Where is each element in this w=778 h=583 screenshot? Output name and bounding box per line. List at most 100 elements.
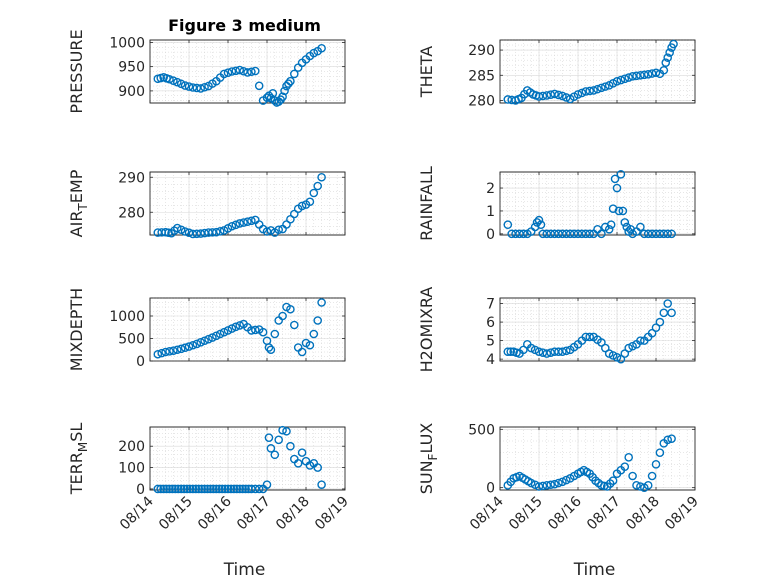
- data-point: [278, 311, 287, 321]
- data-point: [184, 82, 194, 91]
- axes-border: [499, 39, 696, 104]
- y-tick-label: 500: [468, 422, 495, 438]
- data-point: [254, 81, 264, 91]
- data-point: [209, 484, 218, 494]
- subplot-6: 4 5 6 7 H2OMIXRA: [417, 287, 696, 373]
- y-tick-label: 1000: [109, 309, 145, 325]
- data-point: [534, 215, 544, 225]
- data-point: [655, 448, 665, 457]
- data-point: [169, 346, 178, 355]
- data-point: [278, 92, 287, 101]
- y-tick-label: 4: [486, 352, 495, 368]
- data-point: [651, 323, 661, 332]
- data-point: [262, 480, 272, 489]
- data-point: [597, 83, 606, 93]
- data-point: [651, 68, 661, 78]
- data-point: [601, 82, 610, 91]
- data-point: [663, 229, 673, 239]
- data-point: [503, 220, 513, 229]
- data-point: [636, 222, 645, 232]
- data-point: [229, 484, 239, 494]
- data-point: [534, 92, 544, 101]
- y-axis-label: H2OMIXRA: [417, 287, 436, 373]
- subplot-1: 900 950 1000 PRESSURE Figure 3 medium: [67, 16, 346, 114]
- data-point: [239, 218, 248, 227]
- y-tick-label: 200: [118, 439, 145, 455]
- y-tick-label: 280: [118, 205, 145, 221]
- data-point: [313, 181, 323, 191]
- data-point: [562, 475, 571, 485]
- y-tick-label: 290: [118, 170, 145, 186]
- data-point: [153, 349, 163, 359]
- data-point: [616, 75, 626, 85]
- data-point: [191, 484, 201, 494]
- data-point: [620, 74, 630, 84]
- data-point: [636, 336, 645, 345]
- data-point: [231, 322, 241, 332]
- y-tick-label: 5: [486, 334, 495, 350]
- data-point: [211, 484, 221, 494]
- data-point: [171, 484, 180, 494]
- data-point: [663, 299, 673, 308]
- data-point: [176, 79, 186, 89]
- data-point: [282, 426, 291, 436]
- data-point: [655, 317, 665, 327]
- data-point: [180, 227, 190, 236]
- data-point: [208, 228, 217, 237]
- data-point: [317, 480, 326, 489]
- data-point: [270, 450, 280, 460]
- data-point: [165, 347, 174, 356]
- data-point: [597, 229, 606, 239]
- y-axis-label: PRESSURE: [67, 29, 86, 113]
- data-points: [503, 169, 676, 239]
- data-point: [214, 484, 224, 494]
- data-point: [558, 91, 567, 101]
- y-tick-label: 0: [136, 354, 145, 370]
- data-point: [165, 74, 174, 84]
- data-point: [309, 188, 319, 198]
- data-point: [250, 325, 260, 335]
- data-point: [227, 221, 237, 231]
- data-point: [620, 349, 630, 358]
- data-point: [200, 82, 209, 92]
- data-points: [153, 43, 326, 107]
- data-point: [250, 66, 260, 76]
- data-point: [196, 338, 205, 347]
- data-point: [542, 349, 552, 358]
- data-point: [643, 481, 653, 490]
- data-point: [536, 220, 546, 229]
- axes-border: [499, 426, 696, 491]
- data-point: [286, 76, 295, 86]
- chart-title: Figure 3 medium: [168, 16, 321, 35]
- data-point: [530, 480, 540, 490]
- x-axis-label: Time: [223, 560, 266, 580]
- data-point: [172, 223, 182, 233]
- data-point: [227, 67, 237, 76]
- data-point: [585, 332, 595, 342]
- data-point: [196, 84, 205, 93]
- data-point: [215, 227, 225, 236]
- data-point: [179, 484, 189, 494]
- data-point: [589, 86, 598, 95]
- data-point: [620, 218, 630, 227]
- data-point: [235, 219, 244, 228]
- y-axis-label: SUNFLUX: [417, 423, 440, 495]
- data-point: [243, 217, 252, 226]
- data-point: [204, 334, 213, 344]
- data-point: [620, 462, 630, 471]
- data-point: [618, 206, 628, 216]
- y-tick-label: 500: [118, 332, 145, 348]
- data-point: [235, 321, 244, 330]
- data-point: [651, 460, 661, 469]
- data-point: [176, 484, 186, 494]
- data-point: [176, 344, 186, 354]
- data-point: [612, 77, 622, 86]
- data-point: [601, 343, 610, 353]
- data-point: [235, 484, 244, 494]
- data-point: [669, 39, 678, 49]
- data-point: [231, 220, 241, 230]
- data-point: [162, 484, 171, 494]
- data-point: [211, 227, 221, 237]
- data-point: [503, 347, 513, 357]
